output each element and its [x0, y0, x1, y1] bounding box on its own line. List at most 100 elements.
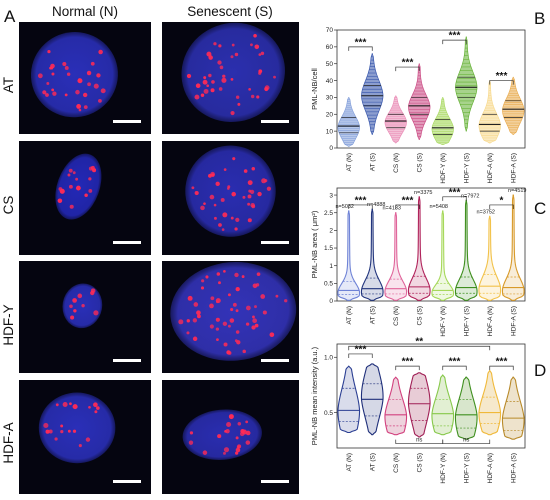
- pml-focus: [247, 218, 252, 223]
- pml-focus: [88, 166, 93, 171]
- plot-frame: [336, 187, 526, 302]
- significance-label: **: [415, 337, 423, 348]
- pml-focus: [237, 422, 242, 426]
- pml-focus: [232, 302, 237, 307]
- pml-focus: [216, 338, 219, 342]
- significance-label: ***: [355, 344, 367, 355]
- violin-7: [501, 194, 525, 301]
- violin-2: [384, 212, 408, 301]
- pml-focus: [75, 89, 80, 95]
- pml-focus: [223, 269, 226, 273]
- pml-focus: [218, 44, 222, 48]
- y-tick-label: 3: [329, 192, 333, 199]
- scale-bar: [113, 120, 141, 123]
- pml-focus: [46, 82, 50, 85]
- panel-d-letter: D: [534, 361, 546, 380]
- pml-focus: [256, 95, 260, 99]
- pml-focus: [222, 321, 228, 326]
- panel-c-letter: C: [534, 199, 546, 218]
- x-tick-label: AT (N): [346, 453, 353, 472]
- pml-focus: [45, 93, 49, 97]
- pml-focus: [225, 429, 230, 434]
- x-tick-label: HDF-Y (S): [463, 153, 470, 183]
- pml-focus: [258, 53, 262, 56]
- pml-focus: [262, 310, 267, 315]
- x-tick-label: HDF-Y (N): [440, 153, 447, 184]
- pml-focus: [250, 43, 253, 47]
- pml-focus: [70, 315, 75, 320]
- nucleus: [182, 409, 262, 460]
- y-axis-label: PML-NB mean intensity (a.u.): [310, 346, 319, 445]
- y-tick-label: 60: [326, 44, 334, 51]
- pml-focus: [223, 451, 226, 455]
- pml-focus: [193, 302, 199, 307]
- pml-focus: [98, 49, 103, 55]
- pml-focus: [209, 194, 215, 200]
- pml-focus: [69, 204, 74, 209]
- pml-focus: [178, 319, 184, 325]
- pml-focus: [218, 281, 221, 285]
- pml-focus: [234, 52, 239, 57]
- pml-focus: [68, 168, 73, 173]
- pml-focus: [254, 305, 257, 309]
- pml-focus: [62, 402, 68, 408]
- significance-label: ***: [402, 357, 414, 368]
- pml-focus: [202, 450, 208, 455]
- x-tick-label: CS (S): [416, 153, 423, 173]
- pml-focus: [227, 324, 231, 328]
- scale-bar: [113, 480, 141, 483]
- pml-focus: [208, 55, 213, 60]
- significance-bracket: [489, 80, 514, 85]
- n-label: n=7972: [461, 193, 480, 199]
- pml-focus: [200, 205, 205, 211]
- pml-focus: [234, 272, 239, 278]
- pml-focus: [76, 104, 82, 109]
- pml-focus: [284, 299, 288, 303]
- x-tick-label: HDF-A (N): [487, 153, 494, 183]
- pml-focus: [210, 296, 215, 301]
- x-tick-label: CS (N): [393, 453, 400, 473]
- x-tick-label: HDF-A (S): [510, 453, 517, 483]
- violin-2: [384, 95, 407, 144]
- pml-focus: [208, 73, 212, 78]
- pml-focus: [69, 402, 72, 406]
- y-tick-label: 2: [329, 228, 333, 235]
- pml-focus: [83, 105, 88, 110]
- x-tick-label: HDF-A (S): [510, 306, 517, 336]
- pml-focus: [235, 330, 240, 334]
- pml-focus: [100, 88, 106, 94]
- panel-b-letter: B: [534, 9, 545, 28]
- pml-focus: [72, 429, 77, 433]
- x-tick-label: AT (S): [369, 153, 376, 171]
- pml-focus: [189, 431, 194, 435]
- scale-bar: [261, 359, 289, 362]
- pml-focus: [230, 307, 234, 312]
- pml-focus: [211, 80, 215, 84]
- pml-focus: [98, 98, 102, 103]
- significance-bracket: [395, 365, 420, 371]
- x-tick-label: CS (S): [416, 453, 423, 473]
- violin-3: [408, 63, 431, 140]
- pml-focus: [90, 61, 95, 66]
- y-tick-label: 0.5: [324, 281, 333, 288]
- pml-focus: [252, 315, 255, 319]
- significance-label: ***: [402, 58, 414, 69]
- pml-focus: [203, 88, 209, 94]
- pml-focus: [47, 49, 51, 54]
- pml-focus: [186, 331, 190, 335]
- scale-bar: [113, 241, 141, 244]
- x-tick-label: HDF-Y (N): [440, 453, 447, 484]
- pml-focus: [201, 279, 205, 283]
- pml-focus: [217, 434, 222, 439]
- significance-label: ***: [496, 71, 508, 82]
- pml-focus: [232, 157, 236, 161]
- pml-focus: [235, 451, 239, 455]
- violin-0: [337, 365, 361, 434]
- pml-focus: [227, 185, 231, 189]
- column-header-senescent: Senescent (S): [187, 4, 273, 19]
- y-tick-label: 1.5: [324, 245, 333, 252]
- x-tick-label: CS (N): [393, 153, 400, 173]
- violin-5: [454, 199, 478, 301]
- pml-focus: [54, 437, 58, 441]
- pml-focus: [254, 44, 260, 50]
